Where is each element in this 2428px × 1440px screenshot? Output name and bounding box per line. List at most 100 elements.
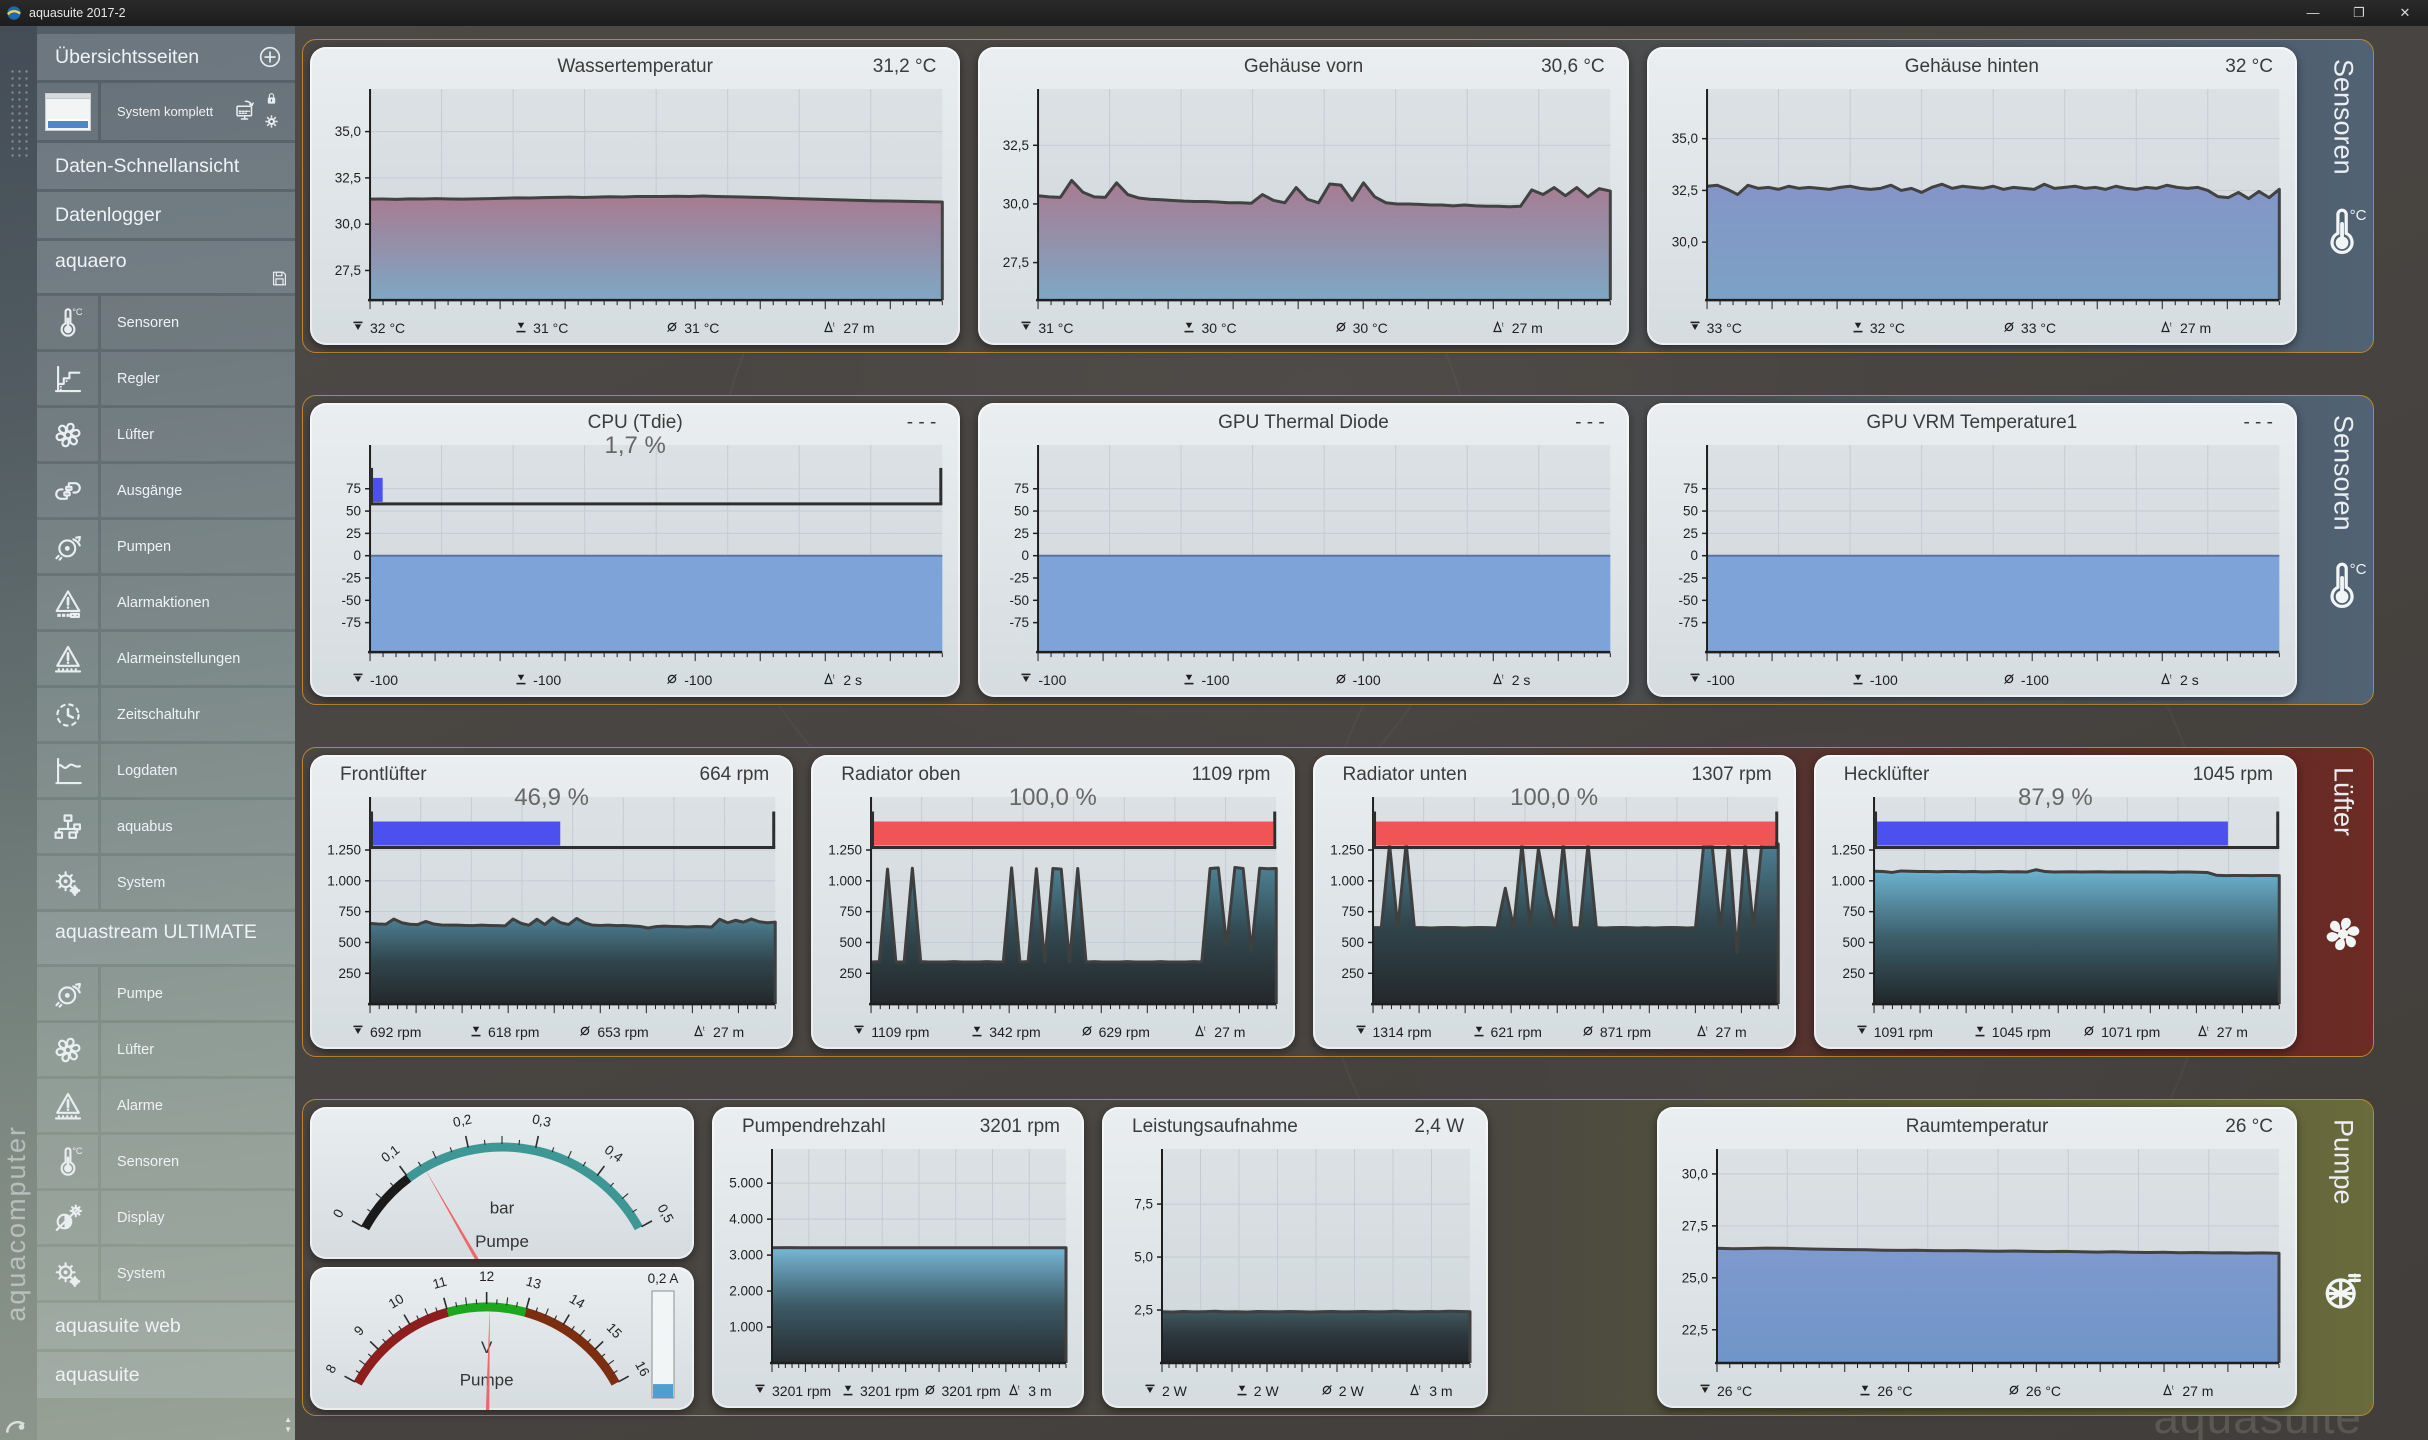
- sidebar-item-zeitschaltuhr[interactable]: Zeitschaltuhr: [37, 688, 295, 741]
- page-preview-label-cell[interactable]: System komplett: [101, 83, 295, 140]
- sidebar-item-label: Sensoren: [117, 1153, 180, 1170]
- stat-dt: t 3 m: [1008, 1383, 1080, 1399]
- stat-dt-icon: t: [1492, 672, 1506, 688]
- svg-text:t: t: [1502, 674, 1504, 680]
- lock-icon[interactable]: [263, 90, 287, 111]
- stat-value: 32 °C: [370, 319, 406, 336]
- save-icon[interactable]: [270, 269, 289, 288]
- stat-value: 653 rpm: [597, 1023, 649, 1040]
- stat-min-icon: [515, 320, 527, 336]
- svg-text:0,1: 0,1: [378, 1142, 402, 1165]
- svg-text:-75: -75: [1678, 615, 1698, 630]
- stat-dt: t 2 s: [1492, 672, 1625, 688]
- svg-text:0: 0: [330, 1207, 347, 1221]
- stat-avg: 30 °C: [1335, 320, 1492, 336]
- sidebar-header-aquasuite[interactable]: aquasuite: [37, 1352, 295, 1398]
- screenshot-export-icon[interactable]: [233, 98, 257, 126]
- sidebar-header-daten-schnellansicht[interactable]: Daten-Schnellansicht: [37, 143, 295, 189]
- sidebar-item-pumpen[interactable]: Pumpen: [37, 520, 295, 573]
- panel-header: Radiator oben 1109 rpm: [811, 755, 1294, 788]
- widget-groups: Wassertemperatur 31,2 °C 27,5 30,0 32,5 35,0…: [302, 39, 2374, 1416]
- sidebar-item-lufter[interactable]: Lüfter: [37, 1023, 295, 1076]
- svg-text:5.000: 5.000: [729, 1176, 763, 1191]
- svg-text:12: 12: [479, 1269, 494, 1284]
- scroll-down-icon[interactable]: ▼: [284, 1425, 292, 1434]
- sidebar-header-datenlogger[interactable]: Datenlogger: [37, 192, 295, 238]
- sidebar-item-label: Zeitschaltuhr: [117, 706, 201, 723]
- stat-min: 30 °C: [1183, 320, 1334, 336]
- close-button[interactable]: ✕: [2399, 5, 2411, 20]
- svg-text:500: 500: [339, 935, 362, 950]
- sidebar-item-lufter[interactable]: Lüfter: [37, 408, 295, 461]
- stat-min-icon: [470, 1024, 482, 1040]
- scroll-up-icon[interactable]: ▲: [284, 1415, 292, 1424]
- svg-text:0,2 A: 0,2 A: [648, 1271, 679, 1286]
- sidebar-item-logdaten[interactable]: Logdaten: [37, 744, 295, 797]
- sidebar-header-aquastream-ultimate[interactable]: aquastream ULTIMATE: [37, 912, 295, 964]
- sidebar-item-system[interactable]: System: [37, 1247, 295, 1300]
- sidebar-page-preview-system-komplett[interactable]: System komplett: [37, 83, 295, 140]
- stat-value: 1071 rpm: [2101, 1023, 2161, 1040]
- group-label-text: Pumpe: [2328, 1119, 2359, 1205]
- sidebar-header-aquaero[interactable]: aquaero: [37, 241, 295, 293]
- svg-text:750: 750: [840, 904, 863, 919]
- panel-current-value: 31,2 °C: [872, 56, 937, 77]
- stat-dt: t 2 s: [823, 672, 956, 688]
- panel-title: Radiator unten: [1342, 764, 1468, 785]
- sidebar-item-alarmeinstellungen[interactable]: Alarmeinstellungen: [37, 632, 295, 685]
- sidebar-scroll-arrows[interactable]: ▲ ▼: [284, 1416, 292, 1434]
- stat-avg: 1071 rpm: [2083, 1024, 2197, 1040]
- maximize-button[interactable]: ❐: [2353, 5, 2365, 20]
- stat-value: 27 m: [1511, 319, 1543, 336]
- panel-title: GPU Thermal Diode: [1218, 412, 1389, 433]
- sidebar-item-system[interactable]: System: [37, 856, 295, 909]
- minimize-button[interactable]: —: [2306, 5, 2320, 20]
- sidebar-item-pumpe[interactable]: Pumpe: [37, 967, 295, 1020]
- svg-text:9: 9: [351, 1323, 367, 1339]
- panel-title: Frontlüfter: [340, 764, 427, 785]
- stat-value: 26 °C: [1717, 1382, 1753, 1399]
- add-circle-icon[interactable]: [257, 44, 283, 70]
- sidebar-header-ubersichtsseiten[interactable]: Übersichtsseiten: [37, 34, 295, 80]
- sidebar-item-sensoren[interactable]: °C Sensoren: [37, 296, 295, 349]
- sidebar-item-alarmaktionen[interactable]: Alarmaktionen: [37, 576, 295, 629]
- sidebar-header-aquasuite-web[interactable]: aquasuite web: [37, 1303, 295, 1349]
- svg-text:1.250: 1.250: [327, 843, 361, 858]
- svg-text:°C: °C: [2350, 207, 2366, 224]
- sidebar-item-label: Alarme: [117, 1097, 163, 1114]
- chart-plot: 1.000 2.000 3.000 4.000 5.000: [729, 1149, 1068, 1372]
- svg-text:1.250: 1.250: [828, 843, 862, 858]
- stat-value: 27 m: [1214, 1023, 1246, 1040]
- alarm-scale-icon: [37, 632, 98, 685]
- svg-text:75: 75: [346, 481, 361, 496]
- stat-min-icon: [971, 1024, 983, 1040]
- svg-text:3.000: 3.000: [729, 1248, 763, 1263]
- stat-value: 26 °C: [1877, 1382, 1913, 1399]
- svg-text:0,2: 0,2: [452, 1111, 474, 1130]
- gear-icon[interactable]: [263, 113, 287, 134]
- svg-text:-50: -50: [1678, 593, 1698, 608]
- chart-plot: -75 -50 -25 0 25 50 75: [1010, 445, 1612, 662]
- stat-max-icon: [1020, 672, 1032, 688]
- stat-min: 2 W: [1236, 1383, 1321, 1399]
- stat-max-icon: [1856, 1024, 1868, 1040]
- page-thumbnail[interactable]: [37, 83, 98, 140]
- sidebar-item-aquabus[interactable]: aquabus: [37, 800, 295, 853]
- panel-current-value: 30,6 °C: [1541, 56, 1605, 77]
- panel-wassertemperatur: Wassertemperatur 31,2 °C 27,5 30,0 32,5 35,0…: [310, 47, 961, 345]
- svg-text:35,0: 35,0: [335, 124, 361, 139]
- stat-value: 2 W: [1162, 1382, 1187, 1399]
- panel-stats-row: 1091 rpm 1045 rpm 1071 rpm t 27 m: [1814, 1020, 2297, 1049]
- panel-current-value: - - -: [2243, 412, 2273, 433]
- stat-max-icon: [754, 1383, 766, 1399]
- sidebar-item-sensoren[interactable]: °C Sensoren: [37, 1135, 295, 1188]
- sidebar-item-display[interactable]: Display: [37, 1191, 295, 1244]
- sidebar-item-alarme[interactable]: Alarme: [37, 1079, 295, 1132]
- panel-chart-area: -75 -50 -25 0 25 50 75: [1651, 437, 2289, 668]
- panel-percent-label: 100,0 %: [1510, 784, 1599, 811]
- sidebar-header-label: aquastream ULTIMATE: [55, 921, 257, 943]
- sidebar-item-regler[interactable]: Regler: [37, 352, 295, 405]
- panel-current-value: 32 °C: [2225, 56, 2273, 77]
- svg-text:750: 750: [1842, 904, 1865, 919]
- sidebar-item-ausgange[interactable]: Ausgänge: [37, 464, 295, 517]
